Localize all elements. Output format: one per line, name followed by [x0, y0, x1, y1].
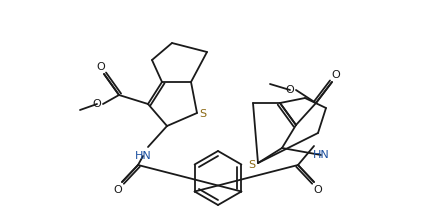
Text: S: S [249, 160, 255, 170]
Text: O: O [286, 85, 294, 95]
Text: HN: HN [135, 151, 151, 161]
Text: O: O [332, 70, 341, 80]
Text: O: O [92, 99, 102, 109]
Text: O: O [114, 185, 123, 195]
Text: HN: HN [313, 150, 329, 160]
Text: O: O [97, 62, 106, 72]
Text: O: O [313, 185, 322, 195]
Text: S: S [199, 109, 207, 119]
